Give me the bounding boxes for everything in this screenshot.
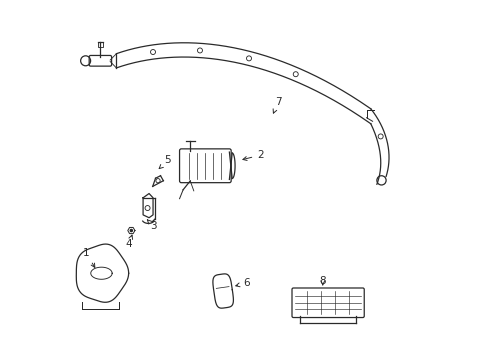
Text: 4: 4	[125, 235, 132, 249]
Text: 8: 8	[319, 276, 325, 287]
Text: 7: 7	[273, 97, 281, 113]
Text: 5: 5	[159, 156, 171, 168]
Text: 3: 3	[147, 220, 157, 231]
Bar	[97, 42, 103, 47]
Text: 1: 1	[82, 248, 95, 267]
Text: 6: 6	[235, 278, 249, 288]
Circle shape	[130, 229, 132, 231]
Text: 2: 2	[243, 150, 264, 161]
